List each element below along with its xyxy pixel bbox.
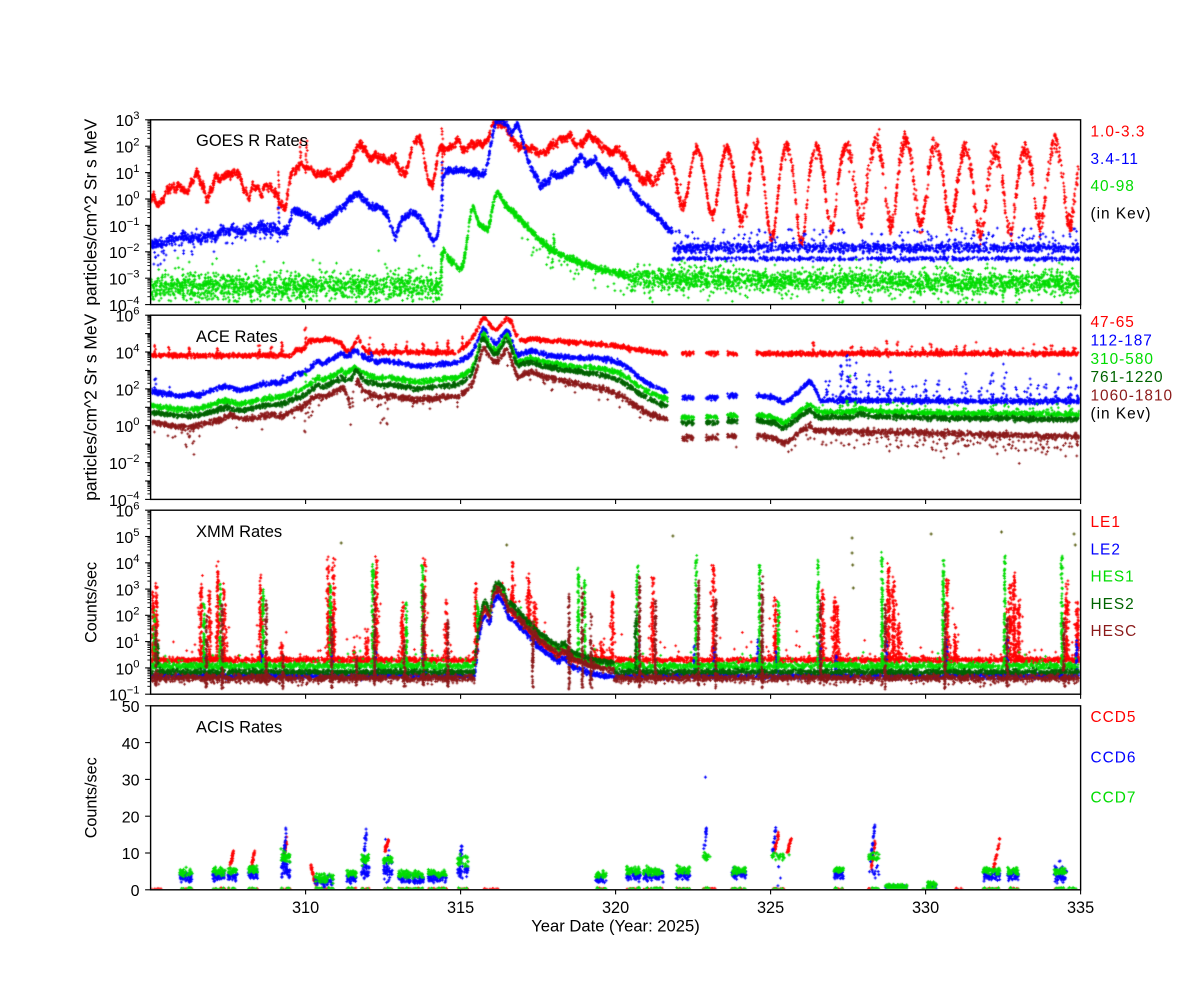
svg-text:10: 10 xyxy=(122,846,140,863)
svg-text:10−1: 10−1 xyxy=(109,216,140,236)
svg-text:310: 310 xyxy=(292,899,319,917)
svg-text:LE2: LE2 xyxy=(1091,541,1121,558)
svg-text:50: 50 xyxy=(122,699,140,716)
svg-text:ACE Rates: ACE Rates xyxy=(196,328,278,346)
svg-text:104: 104 xyxy=(115,342,139,362)
svg-text:Year Date (Year: 2025): Year Date (Year: 2025) xyxy=(531,916,700,935)
svg-text:LE1: LE1 xyxy=(1091,514,1121,531)
svg-text:106: 106 xyxy=(115,501,139,521)
svg-text:104: 104 xyxy=(115,553,139,573)
svg-text:HESC: HESC xyxy=(1091,623,1138,640)
svg-text:HES1: HES1 xyxy=(1091,569,1135,586)
svg-text:103: 103 xyxy=(115,580,139,600)
svg-text:102: 102 xyxy=(115,137,139,157)
svg-text:1060-1810: 1060-1810 xyxy=(1091,387,1174,404)
svg-text:GOES R Rates: GOES R Rates xyxy=(196,132,308,150)
svg-text:20: 20 xyxy=(122,809,140,826)
svg-text:Counts/sec: Counts/sec xyxy=(82,757,100,838)
svg-text:0: 0 xyxy=(131,883,140,900)
svg-text:102: 102 xyxy=(115,379,139,399)
svg-text:310-580: 310-580 xyxy=(1091,351,1154,368)
svg-text:102: 102 xyxy=(115,606,139,626)
svg-text:761-1220: 761-1220 xyxy=(1091,369,1164,386)
svg-text:100: 100 xyxy=(115,416,139,436)
svg-text:(in Kev): (in Kev) xyxy=(1091,206,1152,223)
svg-text:10−2: 10−2 xyxy=(109,242,140,262)
svg-text:101: 101 xyxy=(115,163,139,183)
svg-text:(in Kev): (in Kev) xyxy=(1091,406,1152,423)
svg-text:101: 101 xyxy=(115,632,139,652)
svg-text:330: 330 xyxy=(912,899,939,917)
svg-text:40: 40 xyxy=(122,736,140,753)
svg-text:100: 100 xyxy=(115,658,139,678)
svg-text:103: 103 xyxy=(115,110,139,130)
svg-text:particles/cm^2 Sr s MeV: particles/cm^2 Sr s MeV xyxy=(80,313,100,500)
svg-text:Counts/sec: Counts/sec xyxy=(82,562,100,643)
svg-text:3.4-11: 3.4-11 xyxy=(1091,151,1140,168)
svg-text:XMM Rates: XMM Rates xyxy=(196,523,282,541)
svg-text:112-187: 112-187 xyxy=(1091,333,1153,350)
svg-text:particles/cm^2 Sr s MeV: particles/cm^2 Sr s MeV xyxy=(80,118,100,305)
svg-text:30: 30 xyxy=(122,773,140,790)
svg-text:105: 105 xyxy=(115,527,139,547)
svg-text:40-98: 40-98 xyxy=(1091,178,1135,195)
svg-text:HES2: HES2 xyxy=(1091,596,1135,613)
svg-text:CCD6: CCD6 xyxy=(1091,749,1137,766)
svg-text:ACIS Rates: ACIS Rates xyxy=(196,719,282,737)
svg-text:315: 315 xyxy=(447,899,474,917)
svg-text:10−3: 10−3 xyxy=(109,269,140,289)
svg-text:106: 106 xyxy=(115,306,139,326)
svg-text:CCD7: CCD7 xyxy=(1091,790,1137,807)
svg-text:1.0-3.3: 1.0-3.3 xyxy=(1091,124,1146,141)
svg-text:320: 320 xyxy=(602,899,629,917)
svg-text:335: 335 xyxy=(1067,899,1094,917)
svg-text:CCD5: CCD5 xyxy=(1091,709,1137,726)
svg-text:325: 325 xyxy=(757,899,784,917)
svg-text:47-65: 47-65 xyxy=(1091,314,1135,331)
svg-text:10−2: 10−2 xyxy=(109,453,140,473)
svg-text:100: 100 xyxy=(115,189,139,209)
